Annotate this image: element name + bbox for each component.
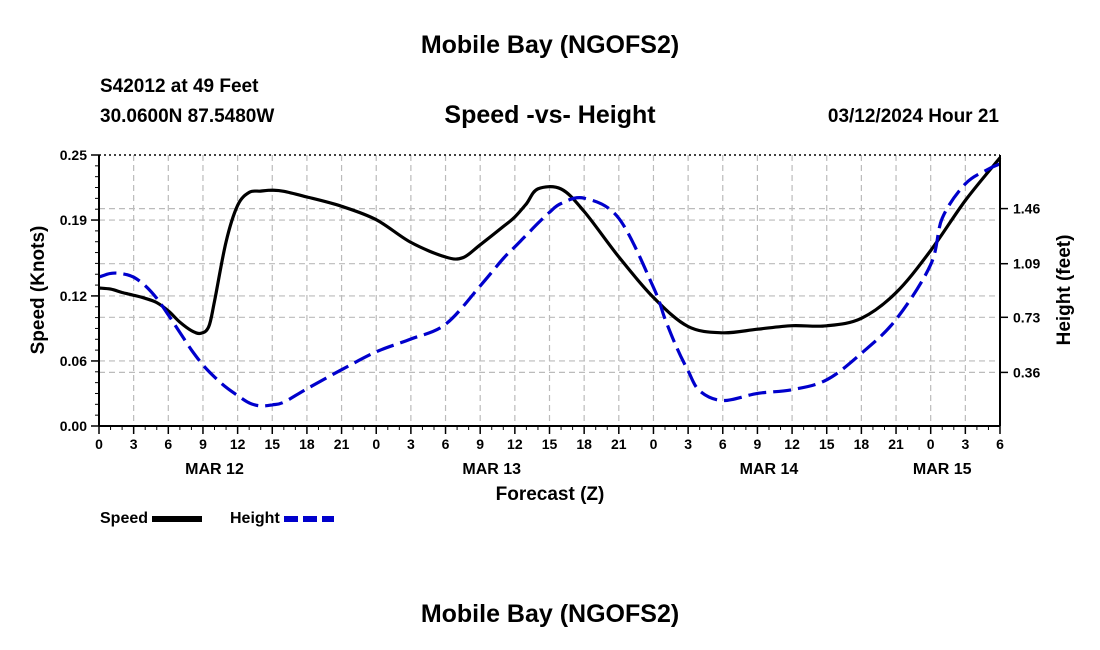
- y2-tick-label: 1.46: [1013, 201, 1040, 217]
- x-tick-label: 0: [927, 436, 935, 452]
- x-tick-label: 15: [542, 436, 558, 452]
- legend-height-swatch: [283, 516, 334, 522]
- chart-subtitle: Speed -vs- Height: [444, 101, 656, 129]
- x-tick-label: 6: [719, 436, 727, 452]
- legend-speed-label: Speed: [100, 510, 149, 527]
- y-tick-label: 0.12: [60, 288, 87, 304]
- y-tick-label: 0.06: [60, 353, 87, 369]
- x-axis-label: Forecast (Z): [496, 484, 605, 505]
- y-tick-label: 0.00: [60, 418, 87, 434]
- x-tick-label: 12: [507, 436, 523, 452]
- axes: 0.00 0.06 0.12 0.19 0.25 0.36 0.73 1.09 1.46 0 3 6 9…: [60, 147, 1041, 478]
- date-label: MAR 15: [913, 461, 972, 478]
- y2-tick-label: 0.36: [1013, 364, 1040, 380]
- x-tick-label: 6: [442, 436, 450, 452]
- station-coordinates: 30.0600N 87.5480W: [100, 106, 275, 127]
- legend-speed: Speed: [100, 509, 204, 529]
- x-tick-label: 15: [819, 436, 835, 452]
- x-tick-label: 9: [199, 436, 207, 452]
- date-label: MAR 13: [462, 461, 521, 478]
- x-tick-label: 18: [576, 436, 592, 452]
- legend-height-label: Height: [230, 510, 280, 527]
- x-tick-label: 3: [407, 436, 415, 452]
- grid-lines: [99, 155, 1000, 426]
- x-tick-label: 3: [130, 436, 138, 452]
- x-tick-label: 15: [264, 436, 280, 452]
- x-tick-label: 0: [650, 436, 658, 452]
- x-tick-label: 6: [164, 436, 172, 452]
- x-tick-label: 18: [854, 436, 870, 452]
- x-tick-label: 3: [684, 436, 692, 452]
- main-title: Mobile Bay (NGOFS2): [420, 31, 680, 59]
- y-axis-label: Speed (Knots): [28, 226, 49, 355]
- date-label: MAR 14: [740, 461, 799, 478]
- x-tick-label: 6: [996, 436, 1004, 452]
- x-tick-label: 21: [611, 436, 627, 452]
- legend-height: Height: [230, 509, 336, 529]
- x-tick-label: 9: [754, 436, 762, 452]
- station-label: S42012 at 49 Feet: [100, 76, 259, 97]
- series-line-speed: [98, 156, 1002, 336]
- footer-title: Mobile Bay (NGOFS2): [420, 600, 680, 628]
- x-tick-label: 0: [95, 436, 103, 452]
- y-tick-label: 0.19: [60, 212, 87, 228]
- series-line-height: [98, 162, 1001, 408]
- date-label: MAR 12: [185, 461, 244, 478]
- x-tick-label: 9: [476, 436, 484, 452]
- x-tick-label: 12: [230, 436, 246, 452]
- x-tick-label: 21: [334, 436, 350, 452]
- legend-speed-swatch: [152, 516, 203, 522]
- x-tick-label: 18: [299, 436, 315, 452]
- x-tick-label: 0: [372, 436, 380, 452]
- forecast-datetime: 03/12/2024 Hour 21: [827, 106, 999, 127]
- x-tick-label: 12: [784, 436, 800, 452]
- y-tick-label: 0.25: [60, 147, 87, 163]
- y2-tick-label: 0.73: [1013, 309, 1040, 325]
- axis-labels: Speed (Knots) Height (feet) Forecast (Z): [28, 226, 1075, 505]
- series-layer: [98, 156, 1002, 408]
- speed-height-chart: 0.00 0.06 0.12 0.19 0.25 0.36 0.73 1.09 1.46 0 3 6 9…: [28, 147, 1075, 505]
- x-tick-label: 21: [888, 436, 904, 452]
- y2-tick-label: 1.09: [1013, 256, 1040, 272]
- x-tick-label: 3: [961, 436, 969, 452]
- y2-axis-label: Height (feet): [1054, 235, 1075, 346]
